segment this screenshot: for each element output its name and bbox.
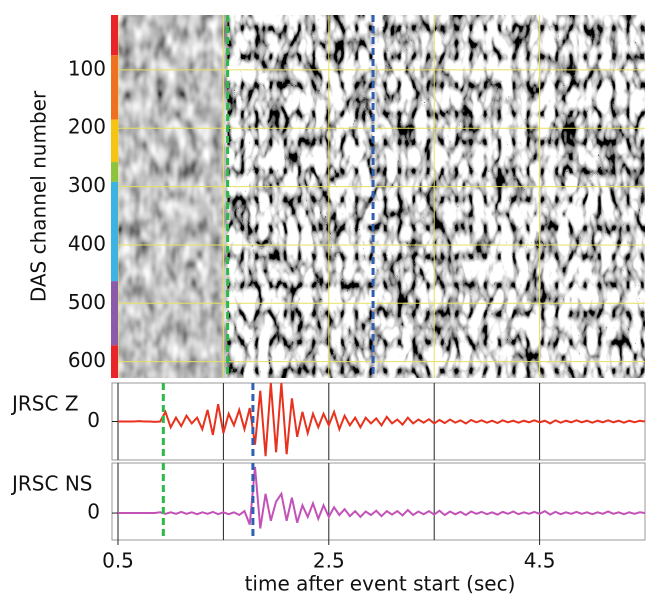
y-axis-label: DAS channel number	[27, 90, 51, 302]
x-tick-label: 2.5	[313, 549, 345, 573]
waterfall-image	[118, 15, 228, 378]
y-tick-label: 0	[87, 500, 100, 524]
channel-group-bar	[111, 15, 118, 56]
y-tick-label: 200	[68, 115, 106, 139]
y-tick-label: 0	[87, 408, 100, 432]
waterfall-image	[227, 15, 645, 378]
channel-group-bar	[111, 119, 118, 163]
channel-group-bar	[111, 162, 118, 182]
y-tick-label: 600	[68, 348, 106, 372]
channel-group-bar	[111, 345, 118, 378]
x-axis-label: time after event start (sec)	[245, 572, 516, 596]
trace-label: JRSC NS	[10, 472, 92, 496]
x-tick-label: 4.5	[524, 549, 556, 573]
trace	[118, 383, 645, 457]
channel-group-bar	[111, 181, 118, 282]
channel-group-bar	[111, 55, 118, 120]
trace	[118, 466, 645, 529]
x-tick-label: 0.5	[102, 549, 134, 573]
trace-label: JRSC Z	[10, 392, 79, 416]
y-tick-label: 100	[68, 56, 106, 80]
channel-group-bar	[111, 281, 118, 346]
y-tick-label: 400	[68, 231, 106, 255]
y-tick-label: 500	[68, 290, 106, 314]
y-tick-label: 300	[68, 173, 106, 197]
plot-frame	[111, 462, 646, 541]
